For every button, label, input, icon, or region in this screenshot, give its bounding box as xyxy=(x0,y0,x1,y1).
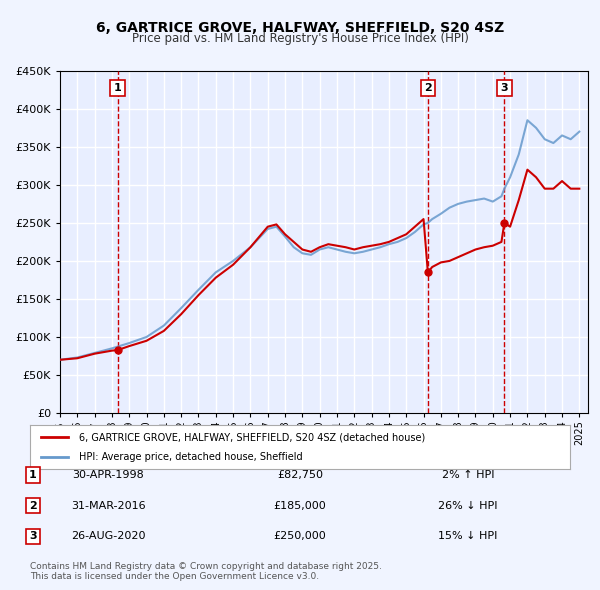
Text: 31-MAR-2016: 31-MAR-2016 xyxy=(71,501,145,510)
Text: 2: 2 xyxy=(424,83,432,93)
Text: 6, GARTRICE GROVE, HALFWAY, SHEFFIELD, S20 4SZ (detached house): 6, GARTRICE GROVE, HALFWAY, SHEFFIELD, S… xyxy=(79,432,425,442)
Text: £185,000: £185,000 xyxy=(274,501,326,510)
Text: 2% ↑ HPI: 2% ↑ HPI xyxy=(442,470,494,480)
Text: 26% ↓ HPI: 26% ↓ HPI xyxy=(438,501,498,510)
Text: HPI: Average price, detached house, Sheffield: HPI: Average price, detached house, Shef… xyxy=(79,452,302,461)
Text: 30-APR-1998: 30-APR-1998 xyxy=(72,470,144,480)
Text: 2: 2 xyxy=(29,501,37,510)
Text: Price paid vs. HM Land Registry's House Price Index (HPI): Price paid vs. HM Land Registry's House … xyxy=(131,32,469,45)
Text: 1: 1 xyxy=(29,470,37,480)
Text: £250,000: £250,000 xyxy=(274,532,326,541)
Text: 15% ↓ HPI: 15% ↓ HPI xyxy=(439,532,497,541)
Text: £82,750: £82,750 xyxy=(277,470,323,480)
Text: 1: 1 xyxy=(114,83,122,93)
Text: 26-AUG-2020: 26-AUG-2020 xyxy=(71,532,145,541)
Text: 3: 3 xyxy=(500,83,508,93)
Text: Contains HM Land Registry data © Crown copyright and database right 2025.
This d: Contains HM Land Registry data © Crown c… xyxy=(30,562,382,581)
Text: 6, GARTRICE GROVE, HALFWAY, SHEFFIELD, S20 4SZ: 6, GARTRICE GROVE, HALFWAY, SHEFFIELD, S… xyxy=(96,21,504,35)
Text: 3: 3 xyxy=(29,532,37,541)
